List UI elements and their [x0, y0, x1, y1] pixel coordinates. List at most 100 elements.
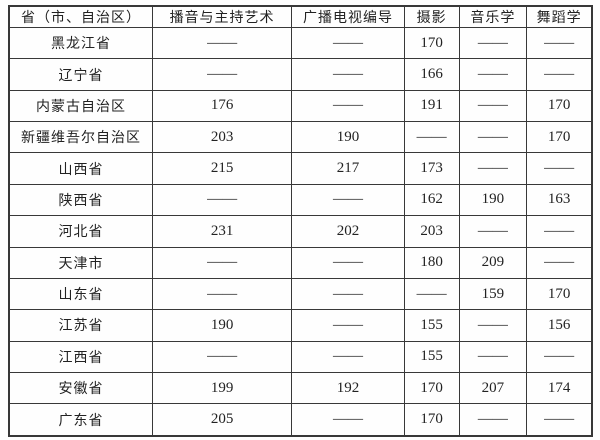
province-cell: 安徽省: [8, 371, 153, 405]
score-cell: ——: [458, 309, 528, 342]
admission-score-table-wrapper: 省（市、自治区） 播音与主持艺术 广播电视编导 摄影 音乐学 舞蹈学 黑龙江省 …: [8, 5, 593, 437]
column-header-radio-tv-directing: 广播电视编导: [291, 5, 405, 28]
score-cell: 192: [291, 371, 405, 405]
column-header-province: 省（市、自治区）: [8, 5, 153, 28]
score-cell: ——: [526, 58, 593, 91]
score-cell: 190: [458, 183, 528, 217]
score-cell: 170: [526, 277, 593, 311]
table-row: 新疆维吾尔自治区 203 190 —— —— 170: [8, 121, 593, 154]
score-cell: ——: [291, 403, 405, 437]
score-cell: 155: [403, 309, 460, 342]
score-cell: ——: [151, 183, 293, 217]
score-cell: ——: [458, 215, 528, 248]
score-cell: ——: [151, 58, 293, 91]
province-cell: 黑龙江省: [8, 26, 153, 60]
score-cell: ——: [458, 121, 528, 154]
score-cell: ——: [291, 246, 405, 279]
score-cell: ——: [526, 152, 593, 185]
score-cell: ——: [291, 277, 405, 311]
province-cell: 陕西省: [8, 183, 153, 217]
province-cell: 河北省: [8, 215, 153, 248]
score-cell: 159: [458, 277, 528, 311]
score-cell: 155: [403, 340, 460, 373]
score-cell: 170: [403, 403, 460, 437]
score-cell: ——: [291, 58, 405, 91]
column-header-photography: 摄影: [403, 5, 460, 28]
score-cell: 231: [151, 215, 293, 248]
table-row: 内蒙古自治区 176 —— 191 —— 170: [8, 89, 593, 123]
table-row: 陕西省 —— —— 162 190 163: [8, 183, 593, 217]
column-header-broadcast-hosting: 播音与主持艺术: [151, 5, 293, 28]
table-row: 辽宁省 —— —— 166 —— ——: [8, 58, 593, 91]
admission-score-table: 省（市、自治区） 播音与主持艺术 广播电视编导 摄影 音乐学 舞蹈学 黑龙江省 …: [8, 5, 593, 437]
score-cell: 215: [151, 152, 293, 185]
score-cell: 166: [403, 58, 460, 91]
score-cell: 203: [151, 121, 293, 154]
province-cell: 山西省: [8, 152, 153, 185]
score-cell: ——: [458, 26, 528, 60]
table-row: 山西省 215 217 173 —— ——: [8, 152, 593, 185]
score-cell: ——: [151, 246, 293, 279]
column-header-dance: 舞蹈学: [526, 5, 593, 28]
score-cell: 199: [151, 371, 293, 405]
score-cell: ——: [526, 26, 593, 60]
province-cell: 新疆维吾尔自治区: [8, 121, 153, 154]
score-cell: ——: [291, 183, 405, 217]
column-header-musicology: 音乐学: [458, 5, 528, 28]
score-cell: ——: [403, 121, 460, 154]
province-cell: 天津市: [8, 246, 153, 279]
score-cell: 209: [458, 246, 528, 279]
score-cell: 170: [526, 121, 593, 154]
table-row: 江苏省 190 —— 155 —— 156: [8, 309, 593, 342]
score-cell: ——: [458, 340, 528, 373]
score-cell: ——: [151, 340, 293, 373]
score-cell: 176: [151, 89, 293, 123]
score-cell: 190: [291, 121, 405, 154]
score-cell: 170: [526, 89, 593, 123]
table-row: 黑龙江省 —— —— 170 —— ——: [8, 26, 593, 60]
table-row: 山东省 —— —— —— 159 170: [8, 277, 593, 311]
province-cell: 广东省: [8, 403, 153, 437]
score-cell: 156: [526, 309, 593, 342]
score-cell: 170: [403, 371, 460, 405]
score-cell: ——: [526, 340, 593, 373]
header-row: 省（市、自治区） 播音与主持艺术 广播电视编导 摄影 音乐学 舞蹈学: [8, 5, 593, 28]
score-cell: 205: [151, 403, 293, 437]
score-cell: 202: [291, 215, 405, 248]
score-cell: ——: [458, 89, 528, 123]
score-cell: 190: [151, 309, 293, 342]
score-cell: ——: [403, 277, 460, 311]
score-cell: 170: [403, 26, 460, 60]
province-cell: 山东省: [8, 277, 153, 311]
table-row: 天津市 —— —— 180 209 ——: [8, 246, 593, 279]
score-cell: ——: [291, 309, 405, 342]
score-cell: ——: [291, 340, 405, 373]
score-cell: 163: [526, 183, 593, 217]
score-cell: ——: [151, 26, 293, 60]
score-cell: 162: [403, 183, 460, 217]
score-cell: ——: [526, 403, 593, 437]
score-cell: 217: [291, 152, 405, 185]
table-row: 河北省 231 202 203 —— ——: [8, 215, 593, 248]
province-cell: 辽宁省: [8, 58, 153, 91]
table-row: 广东省 205 —— 170 —— ——: [8, 403, 593, 437]
score-cell: ——: [151, 277, 293, 311]
score-cell: 203: [403, 215, 460, 248]
score-cell: ——: [458, 58, 528, 91]
province-cell: 江西省: [8, 340, 153, 373]
province-cell: 江苏省: [8, 309, 153, 342]
score-cell: 180: [403, 246, 460, 279]
score-cell: ——: [458, 403, 528, 437]
score-cell: ——: [291, 26, 405, 60]
score-cell: 173: [403, 152, 460, 185]
score-cell: ——: [458, 152, 528, 185]
score-cell: 191: [403, 89, 460, 123]
score-cell: ——: [526, 215, 593, 248]
score-cell: ——: [526, 246, 593, 279]
score-cell: ——: [291, 89, 405, 123]
score-cell: 174: [526, 371, 593, 405]
table-row: 安徽省 199 192 170 207 174: [8, 371, 593, 405]
province-cell: 内蒙古自治区: [8, 89, 153, 123]
table-row: 江西省 —— —— 155 —— ——: [8, 340, 593, 373]
score-cell: 207: [458, 371, 528, 405]
